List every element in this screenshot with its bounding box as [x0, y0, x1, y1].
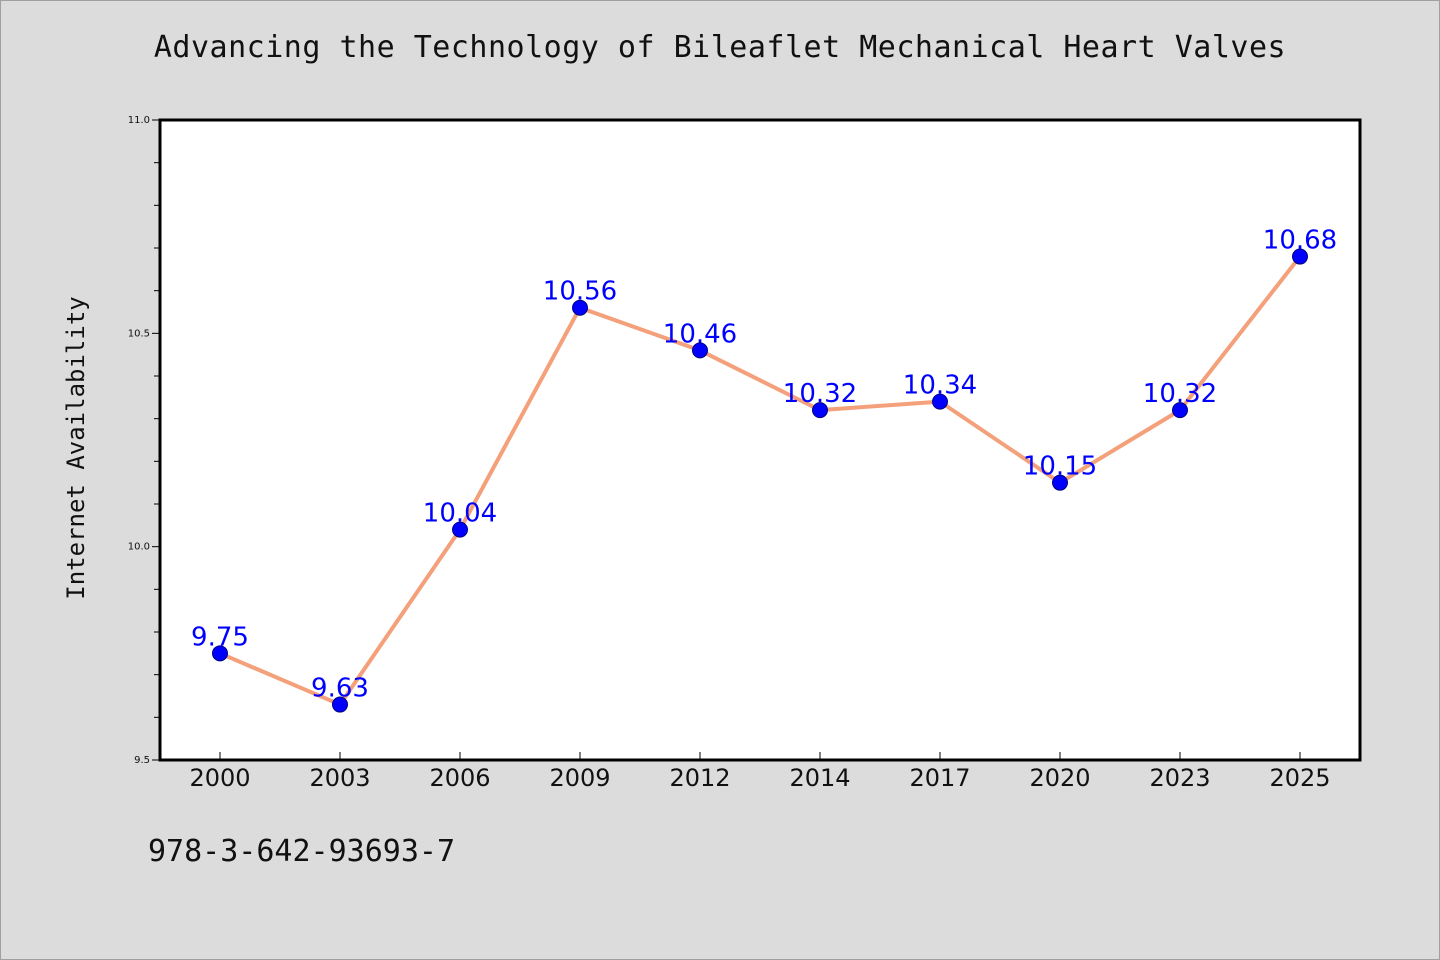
data-point: [572, 299, 588, 316]
data-point: [1172, 402, 1188, 419]
x-tick-label: 2000: [189, 764, 250, 792]
y-tick-label: 9.5: [134, 755, 150, 766]
plot-frame: [158, 118, 1362, 762]
y-tick-label: 11.0: [128, 115, 150, 126]
y-axis-ticks: 9.5 10.0 10.5 11.0: [128, 115, 160, 766]
plot-area: [160, 120, 1360, 760]
data-label: 9.63: [311, 674, 369, 704]
chart-title: Advancing the Technology of Bileaflet Me…: [153, 30, 1287, 65]
data-labels: 9.75 9.63 10.04 10.56 10.46 10.32 10.34 10.15 10…: [191, 226, 1337, 704]
data-point: [1292, 248, 1308, 265]
data-point: [332, 696, 348, 713]
x-tick-label: 2023: [1149, 764, 1210, 792]
x-tick-label: 2003: [309, 764, 370, 792]
data-point: [212, 645, 228, 662]
x-tick-label: 2012: [669, 764, 730, 792]
x-tick-label: 2017: [909, 764, 970, 792]
isbn-code: 978-3-642-93693-7: [148, 834, 456, 869]
data-point: [692, 342, 708, 359]
x-tick-label: 2006: [429, 764, 490, 792]
x-tick-label: 2025: [1269, 764, 1330, 792]
x-axis-ticks: 2000 2003 2006 2009 2012 2014 2017 2020 2023 2025: [189, 752, 1331, 792]
y-tick-label: 10.0: [128, 542, 150, 553]
data-label: 10.32: [783, 379, 857, 409]
data-label: 10.68: [1263, 226, 1337, 256]
x-tick-label: 2020: [1029, 764, 1090, 792]
x-tick-label: 2009: [549, 764, 610, 792]
data-label: 10.15: [1023, 452, 1097, 482]
data-point: [452, 521, 468, 538]
data-label: 10.04: [423, 499, 497, 529]
data-point: [932, 393, 948, 410]
data-label: 10.56: [543, 277, 617, 307]
data-label: 10.34: [903, 371, 977, 401]
series-line: [218, 254, 1302, 707]
x-tick-label: 2014: [789, 764, 850, 792]
data-markers: [212, 248, 1308, 713]
data-label: 9.75: [191, 622, 249, 652]
data-point: [812, 402, 828, 419]
data-label: 10.32: [1143, 379, 1217, 409]
data-point: [1052, 474, 1068, 491]
data-label: 10.46: [663, 319, 737, 349]
y-tick-label: 10.5: [128, 328, 150, 339]
